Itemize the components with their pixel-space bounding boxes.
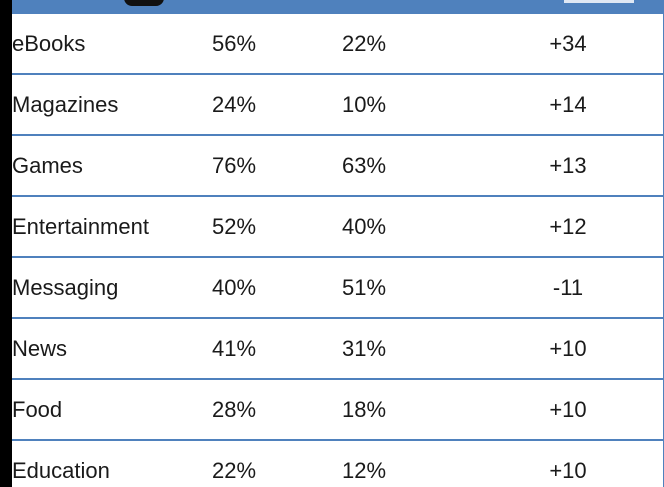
value-a-cell: 76% <box>212 134 342 196</box>
table-row: Education 22% 12% +10 <box>12 439 664 487</box>
value-a-cell: 52% <box>212 195 342 257</box>
difference-cell: +10 <box>472 317 664 379</box>
category-cell: Entertainment <box>12 195 212 257</box>
value-b-cell: 51% <box>342 256 472 318</box>
header-title-fragment <box>124 0 164 6</box>
table-row: News 41% 31% +10 <box>12 317 664 379</box>
difference-cell: -11 <box>472 256 664 318</box>
value-a-cell: 40% <box>212 256 342 318</box>
difference-cell: +10 <box>472 378 664 440</box>
difference-cell: +14 <box>472 73 664 135</box>
value-b-cell: 63% <box>342 134 472 196</box>
table-row: Games 76% 63% +13 <box>12 134 664 196</box>
difference-cell: +10 <box>472 439 664 487</box>
table-header-band <box>12 0 664 14</box>
table-row: eBooks 56% 22% +34 <box>12 14 664 74</box>
value-b-cell: 18% <box>342 378 472 440</box>
table-row: Messaging 40% 51% -11 <box>12 256 664 318</box>
value-a-cell: 24% <box>212 73 342 135</box>
difference-cell: +12 <box>472 195 664 257</box>
value-a-cell: 28% <box>212 378 342 440</box>
difference-cell: +34 <box>549 30 587 56</box>
table-row: Entertainment 52% 40% +12 <box>12 195 664 257</box>
category-cell: Games <box>12 134 212 196</box>
value-b-cell: 22% <box>342 30 387 56</box>
category-cell: Food <box>12 378 212 440</box>
table-row: Magazines 24% 10% +14 <box>12 73 664 135</box>
category-cell: Magazines <box>12 73 212 135</box>
value-b-cell: 31% <box>342 317 472 379</box>
category-cell: eBooks <box>12 30 86 56</box>
value-a-cell: 41% <box>212 317 342 379</box>
value-b-cell: 10% <box>342 73 472 135</box>
header-column-fragment <box>564 0 634 3</box>
difference-cell: +13 <box>472 134 664 196</box>
value-a-cell: 22% <box>212 439 342 487</box>
value-b-cell: 40% <box>342 195 472 257</box>
value-b-cell: 12% <box>342 439 472 487</box>
value-a-cell: 56% <box>212 30 257 56</box>
category-cell: Messaging <box>12 256 212 318</box>
table-row: Food 28% 18% +10 <box>12 378 664 440</box>
category-comparison-table: eBooks 56% 22% +34 Magazines 24% 10% +14… <box>12 14 664 487</box>
category-cell: Education <box>12 439 212 487</box>
category-cell: News <box>12 317 212 379</box>
